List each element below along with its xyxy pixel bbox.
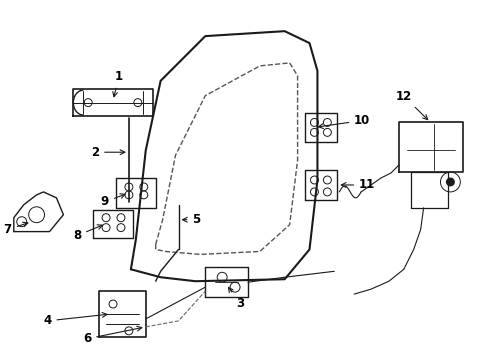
Text: 5: 5 [182, 213, 200, 226]
Text: 2: 2 [91, 146, 124, 159]
Text: 12: 12 [395, 90, 427, 120]
Text: 11: 11 [341, 179, 375, 192]
Text: 1: 1 [113, 70, 123, 97]
Text: 3: 3 [228, 287, 244, 310]
Text: 6: 6 [83, 326, 142, 345]
Text: 10: 10 [318, 114, 369, 129]
Circle shape [446, 178, 453, 186]
Text: 4: 4 [43, 312, 107, 327]
Text: 8: 8 [73, 225, 102, 242]
Text: 7: 7 [4, 222, 28, 236]
Text: 9: 9 [101, 194, 125, 208]
